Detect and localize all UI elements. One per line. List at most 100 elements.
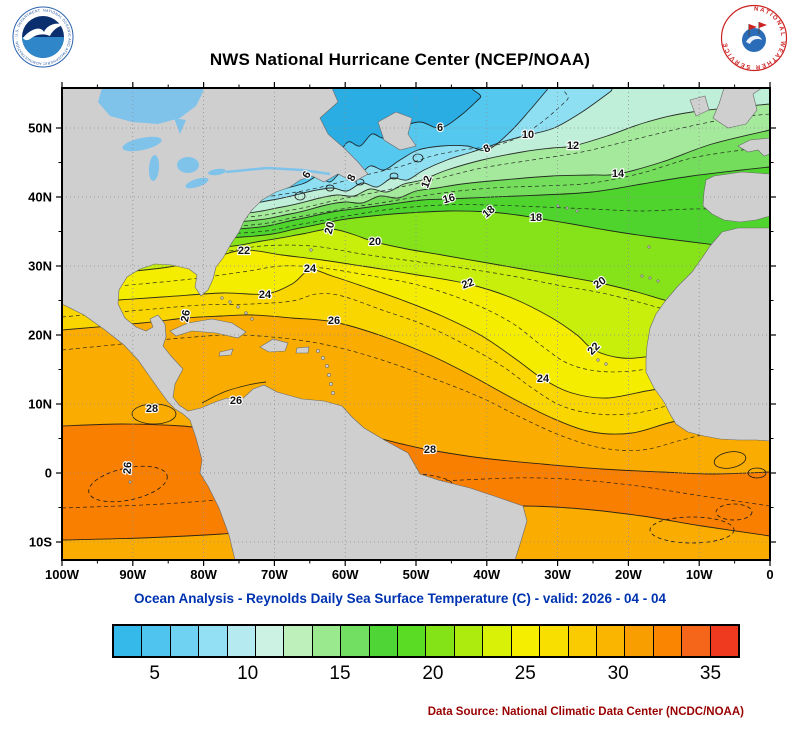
colorbar-tick-label: 10	[237, 663, 259, 684]
contour-label: 22	[238, 245, 250, 257]
contour-label: 22	[460, 276, 476, 291]
isotherm-12c	[62, 103, 770, 219]
colorbar-segment	[682, 626, 711, 656]
isotherm-18c	[62, 210, 770, 252]
noaa-seagull-icon	[23, 23, 63, 41]
closed-contour	[294, 191, 306, 201]
lon-tick-label: 90W	[119, 567, 147, 582]
noaa-logo-sea	[22, 37, 64, 58]
closed-contour	[325, 184, 335, 192]
contour-label: 24	[304, 263, 317, 275]
colorbar-tick-label: 15	[329, 663, 351, 684]
isotherm-10c	[62, 88, 613, 211]
closed-contour	[715, 503, 753, 521]
latlon-grid	[62, 88, 770, 560]
isotherm-26c	[201, 381, 267, 404]
island-hispaniola	[259, 338, 289, 353]
nws-logo-globe	[742, 28, 766, 52]
st-lawrence-river	[225, 166, 331, 176]
lake-erie	[185, 177, 209, 189]
lon-tick-label: 50W	[402, 567, 430, 582]
lake-superior	[122, 136, 162, 152]
nws-warning-flag-icon	[759, 22, 767, 28]
land-layer	[62, 88, 770, 560]
colorbar-segment	[114, 626, 143, 656]
colorbar-segment	[540, 626, 569, 656]
contour-label: 12	[419, 174, 434, 190]
isotherm-14c	[62, 129, 770, 227]
nws-hurricane-swirl-icon	[746, 35, 762, 44]
lon-tick-label: 30W	[544, 567, 571, 582]
colorbar-tick-label: 35	[699, 663, 722, 684]
lat-tick-label: 40N	[28, 189, 52, 205]
sst-colorbar	[112, 624, 740, 658]
lake-huron	[177, 157, 199, 173]
isotherm-17c	[62, 204, 770, 239]
isotherm-26c	[62, 314, 770, 435]
inland-water-layer	[98, 88, 331, 189]
lat-tick-label: 20N	[28, 327, 52, 343]
colorbar-segment	[568, 626, 597, 656]
lat-tick-label: 10S	[28, 534, 52, 550]
colorbar-tick-label: 30	[607, 663, 629, 684]
lon-axis: 100W 90W 80W 70W 60W 50W 40W 30W 20W 10W 0	[45, 567, 774, 585]
colorbar-segment	[710, 626, 738, 656]
contour-label: 26	[121, 461, 134, 474]
colorbar-segment	[454, 626, 484, 656]
lat-tick-label: 10N	[28, 396, 52, 412]
lake-ontario	[208, 168, 226, 176]
colorbar-segment	[625, 626, 654, 656]
contour-label: 10	[522, 129, 534, 141]
colorbar-segment	[511, 626, 541, 656]
nws-logo-icon: NATIONAL WEATHER SERVICE	[720, 4, 788, 72]
island-newfoundland	[377, 111, 417, 151]
isotherm-contours	[62, 88, 770, 544]
island-ireland	[689, 95, 710, 117]
contour-label: 14	[612, 168, 625, 180]
contour-label: 26	[230, 395, 242, 407]
colorbar-segment	[341, 626, 370, 656]
lat-tick-label: 0	[44, 465, 52, 481]
datasource-note: Data Source: National Climatic Data Cent…	[427, 706, 744, 718]
lon-tick-label: 80W	[190, 567, 217, 582]
contour-label: 24	[537, 373, 550, 385]
iberian-peninsula	[702, 171, 770, 223]
contour-label: 28	[146, 403, 158, 415]
page-title: NWS National Hurricane Center (NCEP/NOAA…	[209, 50, 591, 69]
colorbar-segment	[142, 626, 171, 656]
lon-tick-label: 0	[766, 567, 774, 582]
map-frame	[61, 87, 771, 561]
contour-label: 20	[323, 221, 338, 236]
closed-contour	[713, 451, 747, 469]
contour-label: 28	[424, 444, 436, 456]
isotherm-9c	[62, 88, 569, 206]
colorbar-tick-label: 5	[149, 663, 160, 684]
colorbar-segment	[170, 626, 200, 656]
colorbar-segment	[227, 626, 257, 656]
colorbar-tick-label: 20	[422, 663, 444, 684]
colorbar-labels: 5 10 15 20 25 30 35	[112, 663, 740, 687]
colorbar-segment	[199, 626, 228, 656]
hudson-bay	[98, 88, 204, 124]
lake-michigan	[148, 155, 160, 181]
isotherm-24c	[62, 269, 770, 399]
contour-label: 24	[259, 289, 272, 301]
contour-label: 12	[567, 140, 579, 152]
colorbar-segment	[284, 626, 313, 656]
contour-label: 26	[179, 309, 193, 323]
colorbar-segment	[256, 626, 285, 656]
lon-tick-label: 40W	[473, 567, 501, 582]
contour-label: 16	[442, 192, 457, 207]
colorbar-segment	[398, 626, 427, 656]
lon-tick-label: 60W	[331, 567, 359, 582]
continent-americas	[62, 88, 528, 560]
lon-tick-label: 100W	[45, 567, 79, 582]
colorbar-segment	[483, 626, 512, 656]
lon-tick-label: 20W	[615, 567, 642, 582]
lat-tick-label: 50N	[28, 120, 52, 136]
isotherm-16c	[62, 166, 770, 235]
island-jamaica	[218, 348, 234, 357]
closed-contour	[412, 153, 424, 163]
